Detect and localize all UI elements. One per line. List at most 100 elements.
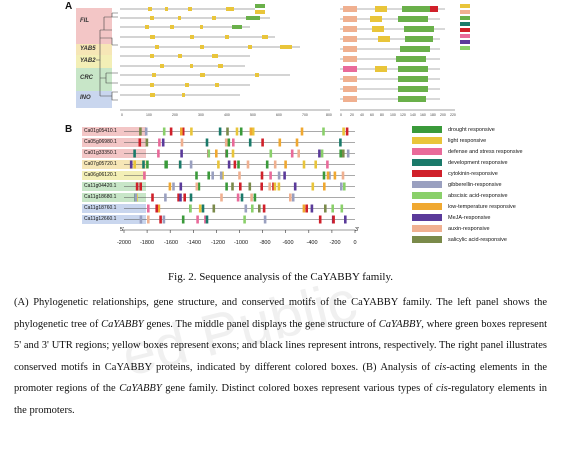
- gene-structure-exons: [145, 7, 292, 97]
- cis-element: [283, 171, 286, 180]
- motif-scale-160: 160: [420, 113, 426, 117]
- cis-element: [157, 204, 160, 213]
- cis-element: [273, 182, 277, 191]
- x-tick-label: -800: [259, 240, 271, 246]
- clade-ino-band: [76, 91, 112, 108]
- legend-item: drought responsive: [412, 126, 495, 135]
- cis-element: [269, 149, 273, 158]
- motif-scale-200: 200: [440, 113, 446, 117]
- cis-element: [310, 204, 314, 213]
- cis-element: [135, 182, 139, 191]
- cis-element: [300, 127, 304, 136]
- cis-element: [157, 149, 160, 158]
- three-prime-label: 3': [354, 227, 360, 233]
- cis-element: [263, 215, 267, 224]
- cis-element: [260, 182, 263, 191]
- legend-label: cytokinin-responsive: [448, 171, 498, 177]
- gene-label: Ca06g06120.1: [82, 171, 146, 180]
- cis-element: [179, 193, 182, 202]
- cis-element: [177, 193, 180, 202]
- cis-element: [250, 193, 253, 202]
- cis-element: [139, 215, 143, 224]
- cis-element: [226, 127, 229, 136]
- tree-scale-600: 600: [276, 113, 282, 117]
- cis-element: [277, 182, 281, 191]
- cis-element: [215, 149, 218, 158]
- cis-element: [164, 160, 167, 169]
- legend-label: light responsive: [448, 138, 487, 144]
- cis-element: [139, 127, 142, 136]
- cis-element: [227, 160, 231, 169]
- cis-element: [180, 149, 183, 158]
- tree-scale-700: 700: [302, 113, 308, 117]
- cis-element: [302, 204, 306, 213]
- cis-element: [251, 204, 254, 213]
- cis-element: [318, 149, 321, 158]
- five-prime-label: 5': [119, 227, 125, 233]
- cis-element: [289, 193, 292, 202]
- cis-element: [231, 149, 235, 158]
- legend-item: cytokinin-responsive: [412, 170, 498, 179]
- cis-element: [284, 160, 287, 169]
- x-tick-label: -1400: [186, 240, 202, 246]
- caption-text: genes. The middle panel displays the gen…: [143, 318, 379, 330]
- clade-label-yab2: YAB2: [80, 58, 96, 64]
- cis-element: [328, 171, 331, 180]
- cis-element: [205, 215, 209, 224]
- legend-item: salicylic acid-responsive: [412, 236, 507, 245]
- cis-element: [295, 138, 299, 147]
- cis-element: [211, 171, 214, 180]
- legend-item: development responsive: [412, 159, 508, 168]
- legend-swatch: [412, 203, 442, 211]
- cis-element: [272, 182, 275, 191]
- motif-legend: [460, 4, 470, 50]
- cis-element: [322, 127, 325, 136]
- cis-element: [158, 138, 161, 147]
- cis-element: [227, 138, 231, 147]
- phylogenetic-tree: [96, 4, 470, 111]
- cis-element: [244, 204, 248, 213]
- cis-element: [183, 193, 186, 202]
- legend-label: development responsive: [448, 160, 508, 166]
- cis-element: [180, 138, 184, 147]
- motif-scale-40: 40: [360, 113, 364, 117]
- cis-element: [333, 171, 337, 180]
- cis-element: [198, 204, 202, 213]
- figure-caption-title: Fig. 2. Sequence analysis of the CaYABBY…: [168, 271, 393, 283]
- cis-element: [195, 182, 199, 191]
- cis-element: [332, 215, 335, 224]
- cis-element: [273, 160, 277, 169]
- cis-element: [239, 127, 243, 136]
- legend-item: MeJA-responsive: [412, 214, 491, 223]
- cis-element: [162, 215, 166, 224]
- x-tick-label: -1800: [139, 240, 155, 246]
- cis-element: [239, 182, 242, 191]
- cis-element: [249, 127, 253, 136]
- x-tick-label: -2000: [116, 240, 132, 246]
- cis-element: [291, 193, 295, 202]
- legend-label: gibberellin-responsive: [448, 182, 502, 188]
- cis-element: [278, 138, 282, 147]
- caption-text: -acting elements in the promoter regions…: [14, 361, 547, 395]
- cis-element: [189, 160, 193, 169]
- cis-element: [220, 193, 223, 202]
- cis-element: [340, 182, 343, 191]
- x-tick-label: -1600: [163, 240, 179, 246]
- cis-element: [342, 149, 345, 158]
- cis-element: [323, 182, 326, 191]
- tree-scale-100: 100: [146, 113, 152, 117]
- cis-element: [342, 127, 345, 136]
- gene-label: Ca11g18680.1: [82, 193, 146, 202]
- cis-element: [236, 193, 240, 202]
- gene-label: Ca11g04420.1: [82, 182, 146, 191]
- cis-element: [139, 182, 142, 191]
- legend-swatch: [412, 236, 442, 244]
- cis-element: [134, 193, 137, 202]
- caption-gene-name: CaYABBY: [101, 318, 144, 330]
- cis-element: [231, 182, 234, 191]
- cis-element: [147, 204, 150, 213]
- cis-element: [311, 182, 315, 191]
- cis-element: [320, 149, 324, 158]
- legend-label: abscisic acid-responsive: [448, 193, 508, 199]
- cis-element: [196, 215, 199, 224]
